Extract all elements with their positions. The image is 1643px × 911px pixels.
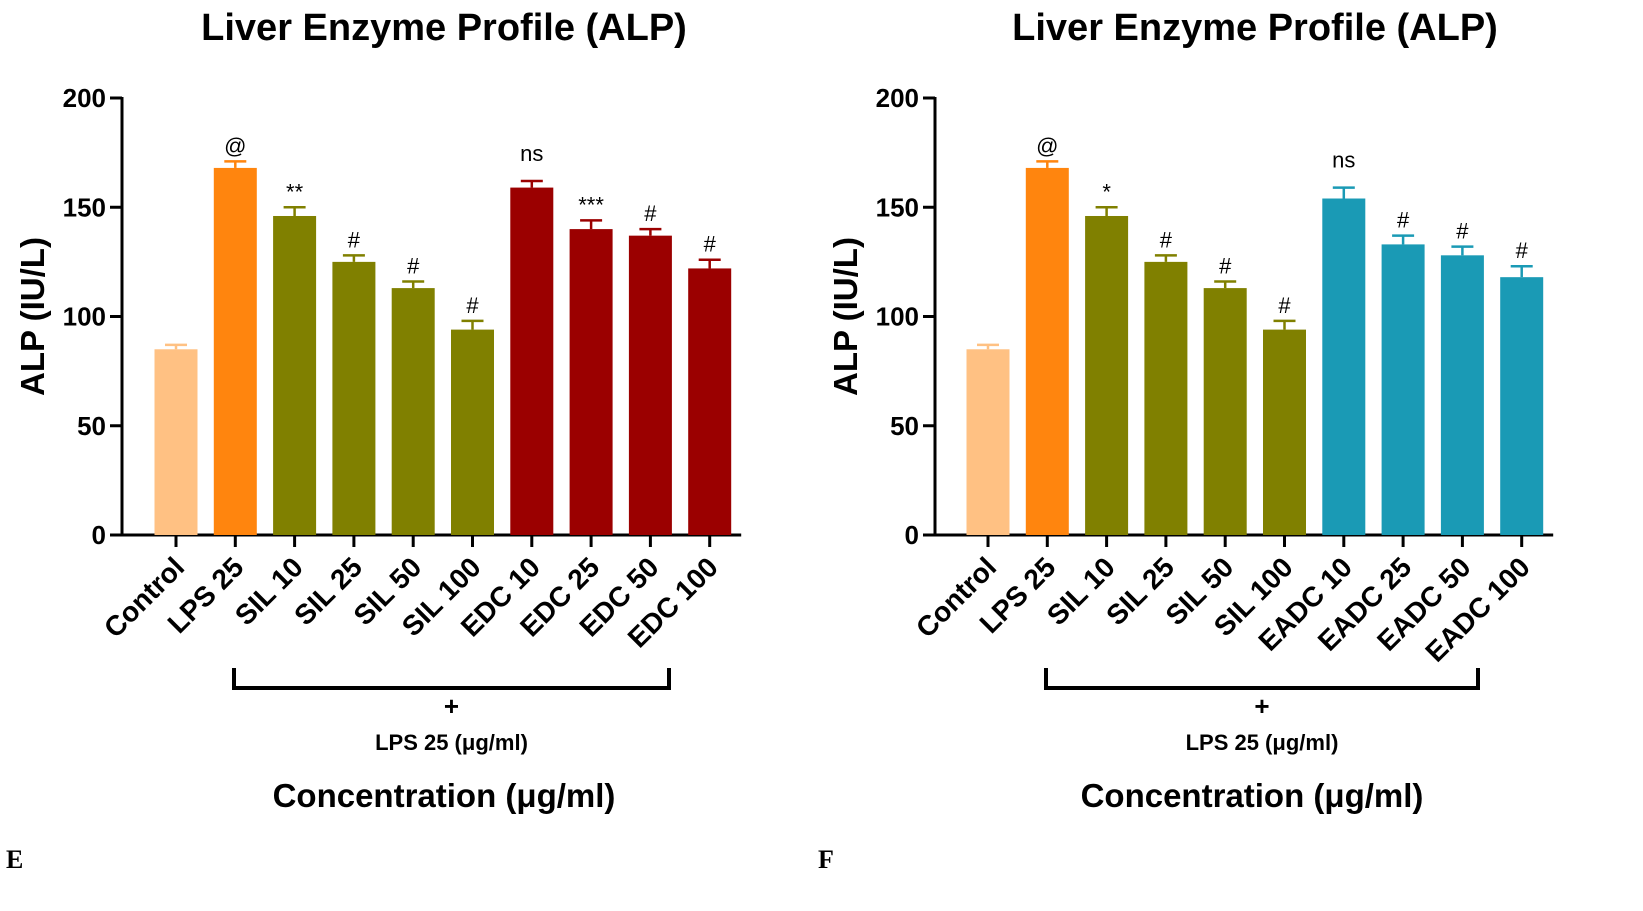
bar-edc-50 [628, 235, 672, 535]
significance-label: ns [1332, 148, 1355, 173]
significance-label: # [1397, 208, 1410, 233]
bracket-label: LPS 25 (μg/ml) [375, 730, 528, 755]
y-tick-label: 200 [63, 83, 106, 113]
x-axis-label: Concentration (μg/ml) [273, 777, 616, 814]
y-axis-label: ALP (IU/L) [827, 237, 864, 396]
bar-control [966, 349, 1010, 535]
significance-label: # [1456, 219, 1469, 244]
bar-eadc-100 [1500, 277, 1544, 535]
y-axis-label: ALP (IU/L) [14, 237, 51, 396]
y-tick-label: 150 [63, 192, 106, 222]
chart-title: Liver Enzyme Profile (ALP) [201, 7, 687, 49]
significance-label: # [1160, 227, 1173, 252]
panel-letter: E [6, 845, 23, 874]
significance-label: # [407, 254, 420, 279]
bar-sil-50 [1203, 288, 1247, 535]
bar-sil-10 [1085, 215, 1129, 536]
bar-sil-25 [332, 261, 376, 535]
chart-title: Liver Enzyme Profile (ALP) [1012, 7, 1498, 49]
significance-label: # [348, 227, 361, 252]
bar-eadc-50 [1440, 255, 1484, 535]
bracket-label: LPS 25 (μg/ml) [1186, 730, 1339, 755]
bar-eadc-25 [1381, 244, 1425, 535]
y-tick-label: 50 [890, 411, 919, 441]
significance-label: * [1102, 179, 1111, 204]
bar-edc-100 [688, 268, 732, 535]
significance-label: # [1278, 293, 1291, 318]
y-tick-label: 0 [905, 520, 919, 550]
significance-label: # [1219, 254, 1232, 279]
bracket-plus: + [1254, 691, 1269, 721]
y-tick-label: 200 [876, 83, 919, 113]
significance-label: # [1516, 238, 1529, 263]
bar-lps-25 [213, 167, 257, 536]
y-tick-label: 100 [63, 302, 106, 332]
x-axis-label: Concentration (μg/ml) [1081, 777, 1424, 814]
significance-label: # [644, 201, 657, 226]
y-tick-label: 150 [876, 192, 919, 222]
bar-sil-50 [391, 288, 435, 535]
panel-letter: F [818, 845, 834, 874]
bar-sil-10 [273, 215, 317, 536]
treatment-bracket [1044, 668, 1480, 690]
y-tick-label: 50 [77, 411, 106, 441]
chart-panel-f: Liver Enzyme Profile (ALP) ALP (IU/L) 0 50 1… [818, 7, 1554, 874]
significance-label: @ [1036, 133, 1058, 158]
bar-sil-25 [1144, 261, 1188, 535]
bar-lps-25 [1025, 167, 1069, 536]
significance-label: ns [520, 141, 543, 166]
bar-sil-100 [1263, 329, 1306, 535]
bar-edc-25 [569, 229, 613, 535]
y-tick-label: 100 [876, 302, 919, 332]
significance-label: # [466, 293, 479, 318]
bar-sil-100 [451, 329, 494, 535]
bar-control [154, 349, 198, 535]
significance-label: # [704, 232, 717, 257]
chart-panel-e: Liver Enzyme Profile (ALP) ALP (IU/L) 0 50 1… [6, 7, 742, 874]
significance-label: @ [224, 133, 246, 158]
bar-eadc-10 [1322, 198, 1366, 535]
bracket-plus: + [444, 691, 459, 721]
significance-label: ** [286, 179, 304, 204]
y-tick-label: 0 [92, 520, 106, 550]
treatment-bracket [232, 668, 671, 690]
significance-label: *** [578, 192, 604, 217]
bar-edc-10 [510, 187, 554, 535]
